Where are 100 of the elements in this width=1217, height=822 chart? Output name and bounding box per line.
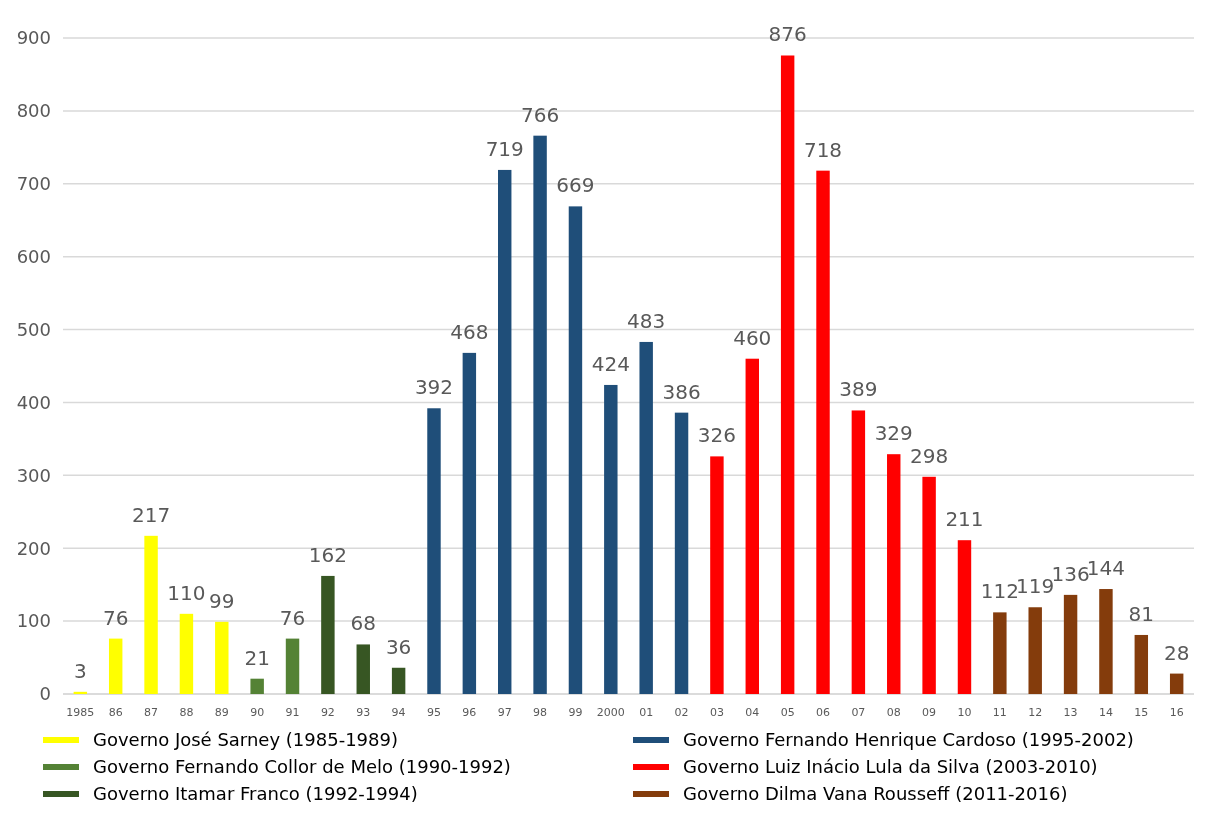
bar — [144, 535, 158, 694]
bar — [108, 638, 123, 694]
x-tick-label: 1985 — [66, 706, 95, 719]
bar — [1028, 607, 1042, 694]
legend-label: Governo Itamar Franco (1992-1994) — [93, 783, 418, 805]
data-label: 36 — [385, 634, 412, 659]
x-tick-label: 98 — [533, 706, 548, 719]
bar — [604, 384, 618, 694]
bar — [462, 352, 477, 694]
x-tick-label: 89 — [214, 706, 229, 719]
data-label: 3 — [73, 658, 87, 683]
data-label: 162 — [308, 542, 347, 567]
bar — [710, 456, 724, 694]
bar — [816, 170, 830, 694]
y-tick-label: 300 — [16, 464, 51, 486]
x-tick-label: 01 — [639, 706, 654, 719]
bar — [498, 169, 512, 694]
bar — [568, 206, 583, 694]
legend-label: Governo Dilma Vana Rousseff (2011-2016) — [683, 783, 1068, 805]
x-tick-label: 03 — [709, 706, 724, 719]
data-label: 28 — [1163, 640, 1190, 665]
data-label: 68 — [350, 611, 376, 636]
data-label: 298 — [910, 443, 949, 468]
x-tick-label: 05 — [780, 706, 795, 719]
data-label: 110 — [167, 580, 206, 605]
x-tick-label: 10 — [957, 706, 972, 719]
x-tick-label: 14 — [1098, 706, 1113, 719]
x-tick-label: 99 — [568, 706, 583, 719]
x-tick-label: 06 — [816, 706, 831, 719]
bar — [957, 540, 972, 694]
x-tick-label: 16 — [1169, 706, 1184, 719]
data-label: 217 — [131, 502, 171, 527]
data-label: 424 — [591, 351, 630, 376]
data-label: 876 — [768, 22, 807, 47]
bar — [1099, 589, 1113, 694]
y-tick-label: 500 — [16, 318, 51, 340]
bar — [1063, 594, 1078, 694]
x-tick-label: 95 — [426, 706, 441, 719]
x-tick-label: 87 — [144, 706, 159, 719]
bar — [922, 476, 936, 694]
data-label: 468 — [450, 319, 489, 344]
y-tick-label: 700 — [16, 173, 51, 195]
x-tick-label: 11 — [992, 706, 1007, 719]
legend-label: Governo Fernando Henrique Cardoso (1995-2002) — [683, 729, 1134, 751]
y-tick-label: 900 — [16, 27, 51, 49]
legend-label: Governo José Sarney (1985-1989) — [93, 729, 398, 751]
bar — [674, 412, 689, 694]
bar — [215, 621, 229, 694]
x-tick-label: 88 — [179, 706, 194, 719]
x-tick-label: 12 — [1028, 706, 1043, 719]
x-tick-label: 07 — [851, 706, 866, 719]
data-label: 112 — [980, 579, 1019, 604]
x-tick-label: 2000 — [596, 706, 625, 719]
y-tick-label: 100 — [16, 610, 51, 632]
data-label: 483 — [627, 308, 666, 333]
bar — [179, 613, 194, 694]
legend-label: Governo Fernando Collor de Melo (1990-1992) — [93, 756, 511, 778]
bar — [993, 612, 1007, 694]
bar — [1134, 634, 1149, 694]
bar — [250, 678, 264, 694]
data-label: 99 — [209, 588, 235, 613]
x-tick-label: 96 — [462, 706, 477, 719]
x-tick-label: 08 — [886, 706, 901, 719]
x-tick-label: 15 — [1134, 706, 1149, 719]
bar — [356, 644, 370, 694]
data-label: 76 — [279, 605, 306, 630]
bar — [391, 667, 406, 694]
x-tick-label: 02 — [674, 706, 689, 719]
y-tick-label: 0 — [39, 683, 51, 705]
data-label: 389 — [839, 377, 878, 402]
x-tick-label: 13 — [1063, 706, 1078, 719]
data-label: 81 — [1128, 601, 1155, 626]
legend-label: Governo Luiz Inácio Lula da Silva (2003-2010) — [683, 756, 1098, 778]
data-label: 386 — [662, 379, 701, 404]
x-tick-label: 93 — [356, 706, 371, 719]
bar — [1169, 673, 1184, 694]
bar — [780, 55, 795, 694]
data-label: 76 — [102, 605, 129, 630]
bar — [533, 135, 547, 694]
x-tick-label: 04 — [745, 706, 760, 719]
data-label: 21 — [244, 645, 270, 670]
y-tick-label: 200 — [16, 537, 51, 559]
x-tick-label: 90 — [250, 706, 265, 719]
x-tick-label: 97 — [497, 706, 512, 719]
x-tick-label: 94 — [391, 706, 406, 719]
data-label: 766 — [520, 102, 560, 127]
bar — [73, 691, 88, 694]
bar — [321, 575, 335, 694]
y-tick-label: 400 — [16, 391, 51, 413]
bar — [639, 341, 653, 694]
bar — [887, 454, 901, 694]
data-label: 460 — [733, 325, 772, 350]
x-tick-label: 91 — [285, 706, 300, 719]
data-label: 669 — [556, 173, 595, 198]
bar — [285, 638, 300, 694]
x-tick-label: 86 — [108, 706, 123, 719]
data-label: 119 — [1016, 574, 1055, 599]
data-label: 392 — [414, 375, 454, 400]
bar — [427, 408, 441, 694]
data-label: 211 — [945, 507, 984, 532]
